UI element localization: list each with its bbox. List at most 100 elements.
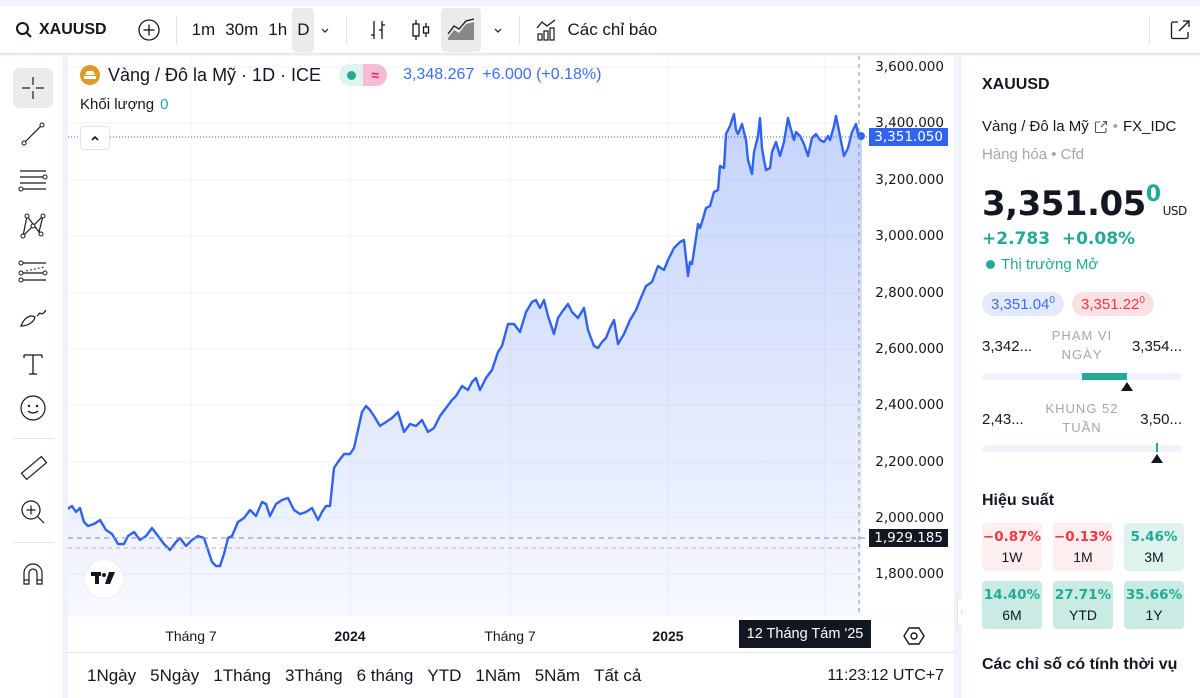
range-1d[interactable]: 1Ngày — [87, 665, 137, 685]
tradingview-logo[interactable] — [84, 559, 124, 599]
fib-retracement-icon — [18, 260, 48, 283]
y-tick: 2,800.000 — [875, 285, 944, 301]
range-5y[interactable]: 5Năm — [534, 665, 581, 685]
price-change: +2.783 +0.08% — [982, 229, 1136, 249]
measure-tool[interactable] — [13, 448, 53, 488]
chart-settings-button[interactable] — [903, 625, 925, 652]
day-range-label: PHẠM VI NGÀY — [1051, 328, 1113, 362]
x-tick: 2024 — [334, 628, 366, 644]
week52-label: KHUNG 52 TUẦN — [1045, 401, 1119, 435]
symbol-label: XAUUSD — [39, 20, 107, 38]
separator-dot: • — [1112, 118, 1118, 135]
tv-logo-icon — [91, 572, 115, 584]
perf-1y[interactable]: 35.66% 1Y — [1124, 581, 1184, 629]
smiley-icon — [20, 395, 46, 421]
indicators-icon — [536, 18, 556, 41]
performance-grid: −0.87% 1W −0.13% 1M 5.46% 3M 14.40% 6M 27.71… — [982, 523, 1184, 629]
crosshair-price-tag: 1,929.185 — [869, 529, 948, 547]
trend-line-tool[interactable] — [13, 114, 53, 154]
currency: USD — [1162, 204, 1188, 218]
interval-1h[interactable]: 1h — [268, 19, 288, 39]
trend-line-icon — [21, 122, 45, 146]
last-point-marker — [857, 132, 865, 140]
crosshair-icon — [22, 77, 44, 99]
perf-1m[interactable]: −0.13% 1M — [1053, 523, 1113, 571]
divider — [519, 15, 521, 44]
divider — [14, 542, 54, 543]
brush-tool[interactable] — [13, 298, 53, 338]
compare-button[interactable] — [132, 8, 166, 52]
legend-status-pill[interactable]: ≈ — [339, 64, 388, 86]
interval-d[interactable]: D — [292, 7, 315, 52]
range-3m[interactable]: 3Tháng — [284, 665, 343, 685]
y-tick: 2,400.000 — [875, 397, 944, 413]
collapse-legend-button[interactable] — [80, 126, 110, 150]
symbol-name-link[interactable]: Vàng / Đô la Mỹ — [982, 118, 1089, 135]
magnet-icon — [23, 563, 43, 585]
price-chart[interactable] — [68, 56, 954, 652]
range-1m[interactable]: 1Tháng — [213, 665, 271, 685]
chevron-down-icon — [495, 28, 502, 33]
xabcd-pattern-icon — [20, 213, 46, 239]
external-link-icon[interactable] — [1094, 120, 1108, 134]
symbol-search[interactable]: XAUUSD — [10, 8, 112, 52]
external-link-icon — [1170, 19, 1190, 39]
perf-ytd[interactable]: 27.71% YTD — [1053, 581, 1113, 629]
perf-6m[interactable]: 14.40% 6M — [982, 581, 1042, 629]
indicators-button[interactable]: Các chỉ báo — [530, 8, 662, 52]
range-6m[interactable]: 6 tháng — [356, 665, 414, 685]
open-fullscreen-button[interactable] — [1164, 8, 1196, 52]
search-icon — [16, 21, 32, 38]
pattern-tool[interactable] — [13, 206, 53, 246]
parallel-lines-tool[interactable] — [13, 160, 53, 200]
x-tick: 2025 — [652, 628, 684, 644]
y-tick: 2,000.000 — [875, 510, 944, 526]
perf-1w[interactable]: −0.87% 1W — [982, 523, 1042, 571]
market-status: Thị trường Mở — [986, 256, 1098, 273]
divider — [346, 15, 348, 44]
magnet-tool[interactable] — [13, 554, 53, 594]
text-tool[interactable] — [13, 344, 53, 384]
week52-range-fill — [1156, 443, 1158, 452]
crosshair-tool[interactable] — [13, 68, 53, 108]
legend-change: +6.000 (+0.18%) — [482, 66, 602, 83]
zoom-in-icon — [21, 500, 45, 524]
candles-chart-button[interactable] — [405, 8, 437, 52]
exchange: FX_IDC — [1122, 118, 1177, 135]
week52-low: 2,43... — [982, 411, 1024, 428]
zoom-in-tool[interactable] — [13, 492, 53, 532]
symbol-title: XAUUSD — [982, 76, 1050, 93]
area-chart-button[interactable] — [441, 7, 482, 52]
drawing-toolbar — [0, 56, 66, 698]
volume-label: Khối lượng — [80, 96, 155, 113]
range-1y[interactable]: 1Năm — [475, 665, 521, 685]
range-ytd[interactable]: YTD — [427, 665, 462, 685]
ask-sup: 0 — [1139, 295, 1145, 306]
interval-30m[interactable]: 30m — [225, 19, 259, 39]
range-all[interactable]: Tất cả — [594, 665, 642, 685]
horizontal-lines-icon — [18, 170, 48, 192]
bid-sup: 0 — [1049, 295, 1055, 306]
status-dot-icon — [986, 260, 995, 269]
perf-3m[interactable]: 5.46% 3M — [1124, 523, 1184, 571]
bars-chart-button[interactable] — [363, 8, 395, 52]
symbol-details-panel: XAUUSD Vàng / Đô la Mỹ • FX_IDC Hàng hóa… — [962, 56, 1200, 698]
range-5d[interactable]: 5Ngày — [150, 665, 200, 685]
y-tick: 3,600.000 — [875, 59, 944, 75]
y-tick: 2,600.000 — [875, 341, 944, 357]
candles-icon — [412, 19, 430, 40]
chart-pane[interactable]: Vàng / Đô la Mỹ · 1D · ICE ≈ 3,348.267 +… — [68, 56, 954, 652]
emoji-tool[interactable] — [13, 388, 53, 428]
interval-1m[interactable]: 1m — [191, 19, 216, 39]
current-position-marker-icon — [1121, 382, 1133, 391]
ruler-icon — [20, 455, 48, 481]
indicators-label: Các chỉ báo — [567, 19, 658, 39]
clock[interactable]: 11:23:12 UTC+7 — [827, 666, 944, 684]
price-line — [68, 112, 862, 568]
plus-circle-icon — [137, 18, 160, 41]
day-range-fill — [1082, 373, 1127, 380]
chart-type-dropdown[interactable] — [487, 8, 509, 52]
fib-tool[interactable] — [13, 252, 53, 292]
market-status-label: Thị trường Mở — [1001, 256, 1099, 273]
interval-dropdown[interactable] — [314, 8, 336, 52]
